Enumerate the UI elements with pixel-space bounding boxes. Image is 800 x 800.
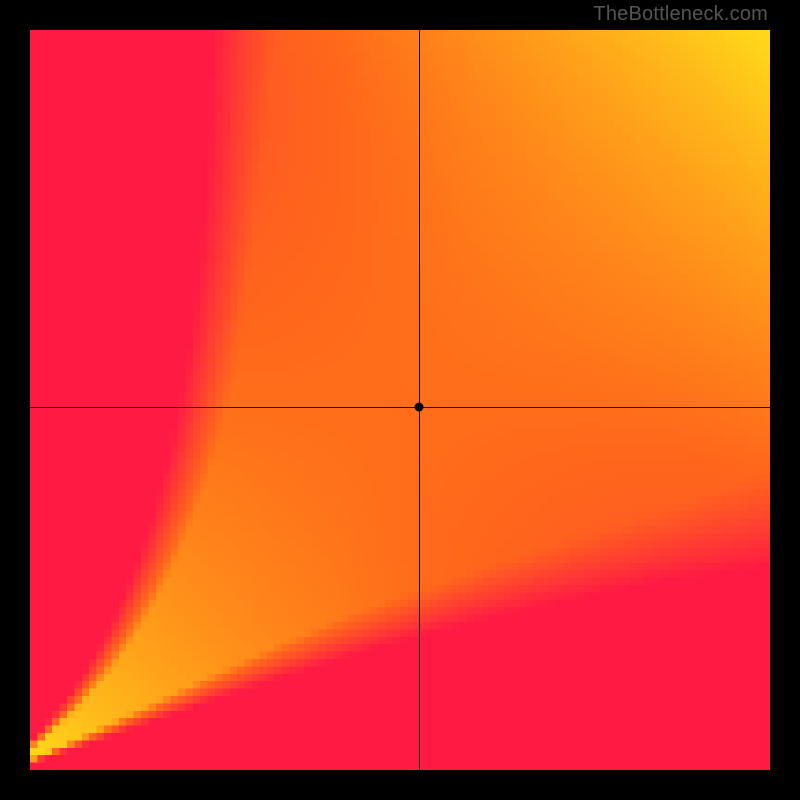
watermark-text: TheBottleneck.com xyxy=(593,3,768,26)
bottleneck-heatmap xyxy=(30,30,770,770)
plot-area xyxy=(30,30,770,770)
crosshair-vertical xyxy=(419,30,420,770)
crosshair-horizontal xyxy=(30,407,770,408)
target-point xyxy=(414,403,423,412)
